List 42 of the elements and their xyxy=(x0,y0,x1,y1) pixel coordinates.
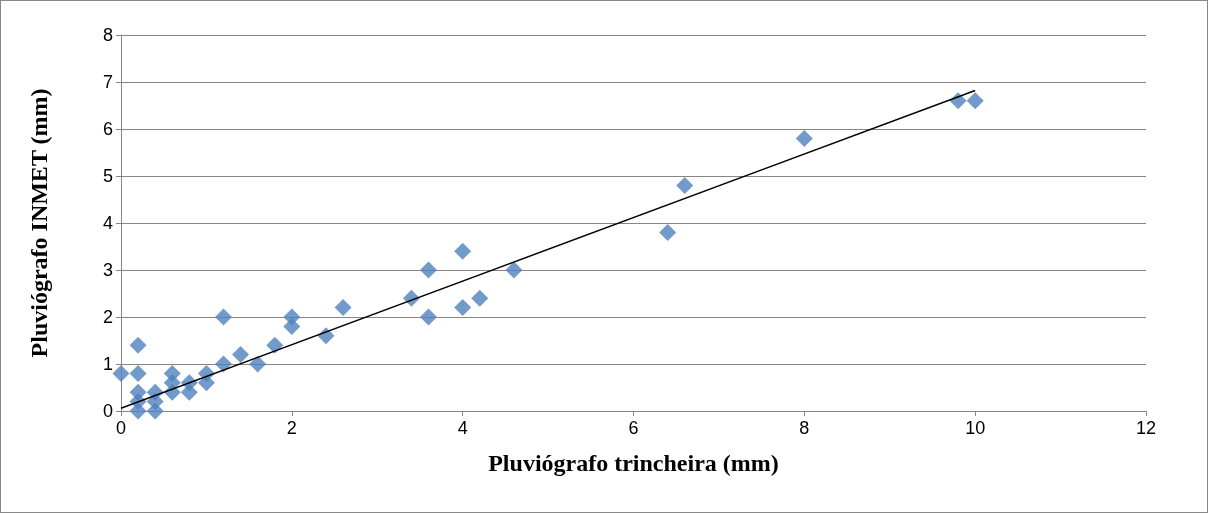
y-axis-title: Pluviógrafo INMET (mm) xyxy=(26,88,52,358)
y-tick-label: 3 xyxy=(102,260,113,280)
point xyxy=(129,402,147,420)
y-tick-label: 0 xyxy=(102,401,113,421)
x-tick-label: 6 xyxy=(628,418,639,438)
point xyxy=(334,299,352,317)
point xyxy=(180,383,198,401)
y-tick-label: 2 xyxy=(102,307,113,327)
point xyxy=(505,261,523,279)
point xyxy=(420,261,437,279)
x-tick-label: 8 xyxy=(799,418,810,438)
point xyxy=(146,402,164,420)
x-tick-label: 12 xyxy=(1135,418,1157,438)
x-tick-label: 4 xyxy=(457,418,468,438)
y-tick-label: 7 xyxy=(102,72,113,92)
x-tick-label: 2 xyxy=(286,418,297,438)
point xyxy=(795,129,813,147)
point xyxy=(420,308,437,326)
point xyxy=(129,336,147,354)
point xyxy=(249,355,267,373)
point xyxy=(454,299,472,317)
point xyxy=(283,317,301,335)
y-tick-label: 1 xyxy=(102,354,113,374)
y-tick-label: 4 xyxy=(102,213,113,233)
x-tick-label: 10 xyxy=(965,418,986,438)
x-tick-label: 0 xyxy=(115,418,127,438)
point xyxy=(197,374,215,392)
point xyxy=(112,364,130,382)
point xyxy=(129,364,147,382)
point xyxy=(215,355,232,373)
point xyxy=(454,242,472,260)
y-tick-label: 6 xyxy=(102,119,113,139)
point xyxy=(215,308,232,326)
x-axis-title: Pluviógrafo trincheira (mm) xyxy=(488,450,779,476)
point xyxy=(471,289,489,307)
point xyxy=(676,176,694,194)
point xyxy=(232,346,250,364)
point xyxy=(659,223,677,241)
y-tick-label: 8 xyxy=(102,25,113,45)
point xyxy=(266,336,284,354)
point xyxy=(966,92,984,110)
y-tick-label: 5 xyxy=(102,166,113,186)
